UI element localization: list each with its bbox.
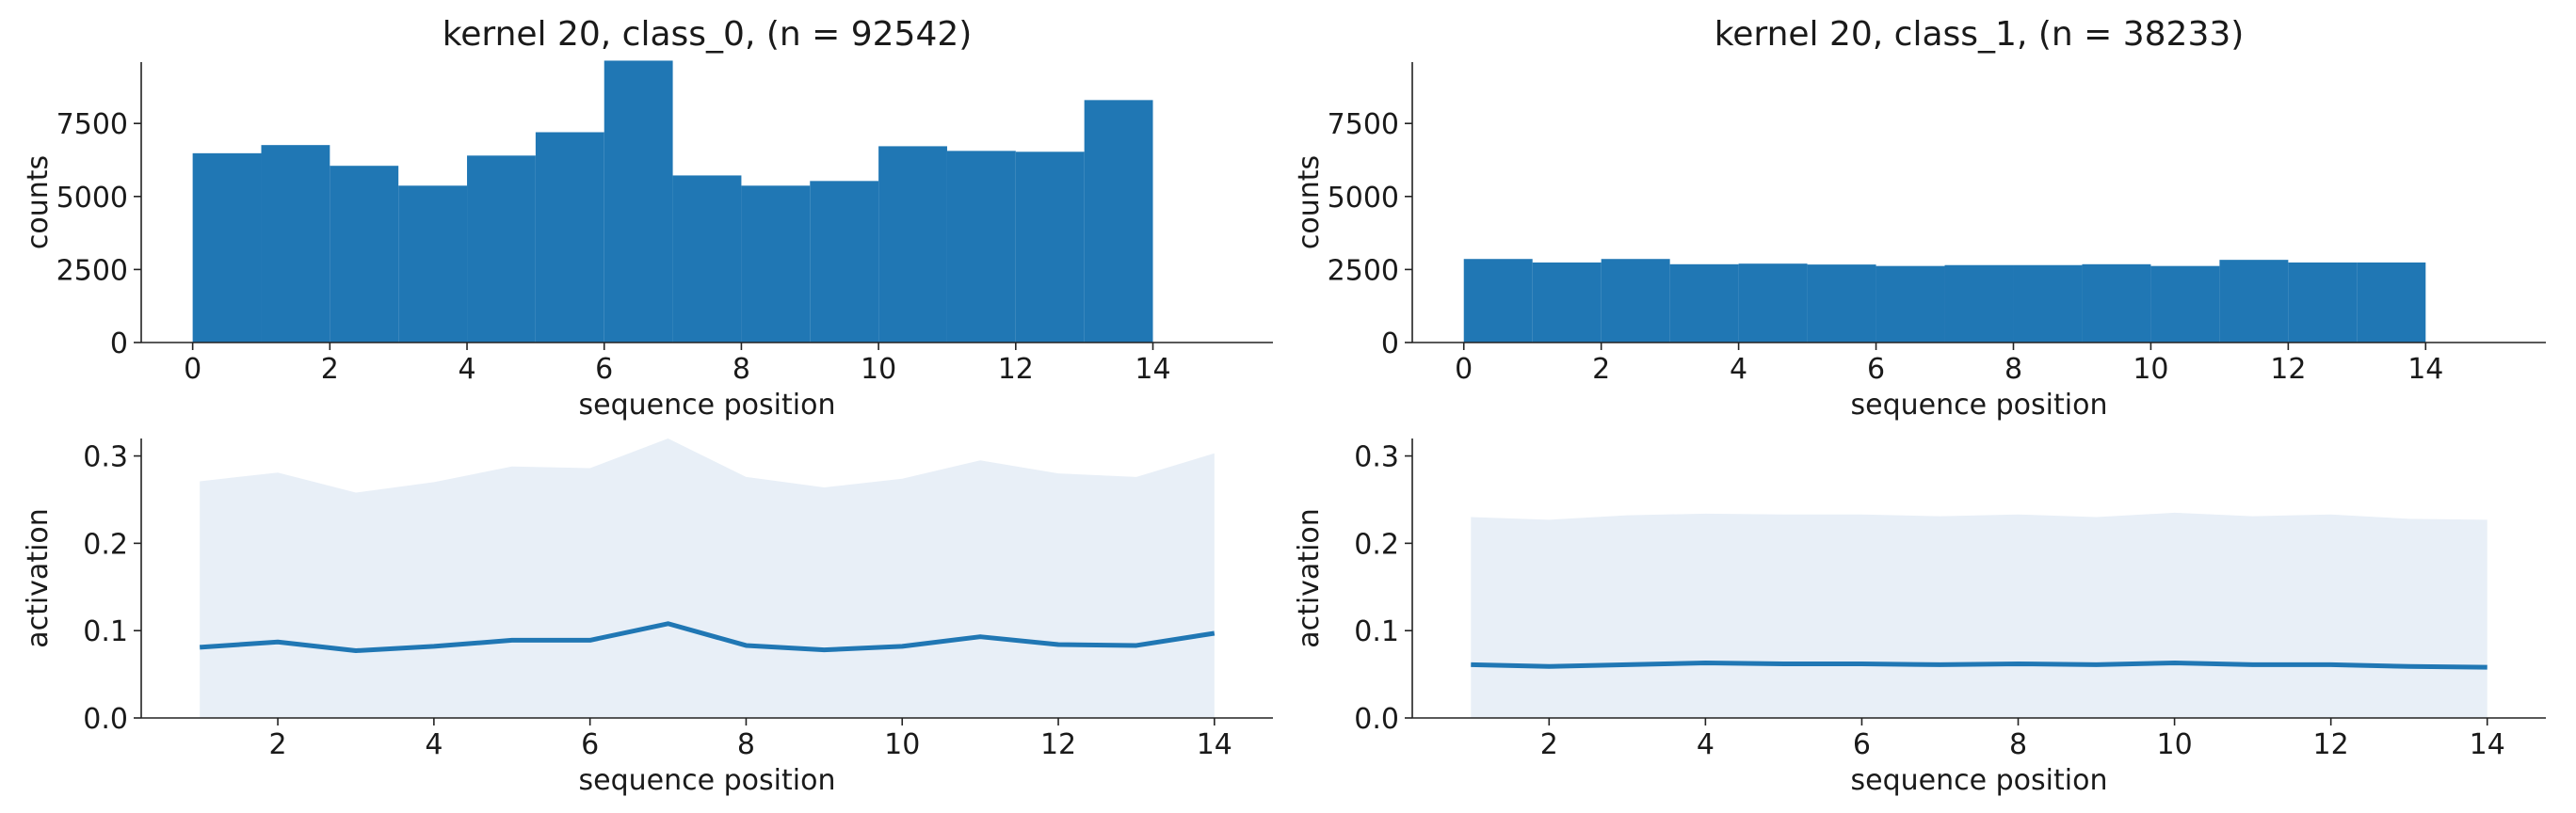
x-tick-label: 12 <box>2313 728 2349 761</box>
y-axis-label: activation <box>1293 508 1326 648</box>
x-axis-label: sequence position <box>579 764 836 797</box>
x-tick-label: 8 <box>2009 728 2027 761</box>
chart-panel-1: 0 2 4 6 8 10 12 14 0 2500 5000 7500 sequence positio… <box>22 15 1273 422</box>
y-tick-label: 0 <box>1381 327 1399 360</box>
histogram-bar <box>2219 260 2289 343</box>
chart-title: kernel 20, class_1, (n = 38233) <box>1715 15 2245 54</box>
x-tick-label: 14 <box>2470 728 2505 761</box>
y-tick-label: 5000 <box>56 182 128 215</box>
histogram-bar <box>2357 262 2426 343</box>
x-tick-label: 4 <box>1730 353 1747 386</box>
y-tick-label: 5000 <box>1328 182 1399 215</box>
y-tick-label: 2500 <box>56 254 128 287</box>
x-tick-label: 4 <box>1697 728 1715 761</box>
y-tick-label: 0.3 <box>83 441 128 474</box>
x-axis-label: sequence position <box>1851 764 2108 797</box>
chart-title: kernel 20, class_0, (n = 92542) <box>443 15 973 54</box>
x-tick-label: 12 <box>998 353 1034 386</box>
histogram-bar <box>1463 259 1533 343</box>
histogram-bar <box>1876 265 1945 343</box>
x-tick-label: 4 <box>425 728 443 761</box>
x-tick-label: 8 <box>737 728 755 761</box>
x-tick-label: 2 <box>269 728 287 761</box>
histogram-bar <box>398 185 468 343</box>
histogram-bar <box>192 152 262 343</box>
histogram-bar <box>1532 262 1602 343</box>
mean-activation-line <box>200 621 1216 654</box>
histogram-bar <box>1807 264 1876 343</box>
histogram-bar <box>672 175 742 343</box>
histogram-bar <box>2150 265 2220 343</box>
x-tick-label: 2 <box>1540 728 1558 761</box>
y-axis-label: counts <box>1293 155 1326 249</box>
chart-panel-4: 2 4 6 8 10 12 14 0.0 0.1 0.2 0.3 sequence position a… <box>1293 438 2546 797</box>
histogram-bar <box>1601 259 1670 343</box>
x-tick-label: 12 <box>1040 728 1076 761</box>
x-tick-label: 0 <box>1455 353 1473 386</box>
x-tick-label: 6 <box>1853 728 1871 761</box>
histogram-bar <box>1669 263 1739 343</box>
x-tick-label: 14 <box>2407 353 2443 386</box>
y-tick-label: 0.1 <box>1354 615 1399 648</box>
x-tick-label: 2 <box>321 353 339 386</box>
x-tick-label: 8 <box>733 353 750 386</box>
histogram-bar <box>330 166 399 343</box>
x-tick-label: 12 <box>2270 353 2306 386</box>
histogram-bar <box>1015 151 1085 343</box>
histogram-bar <box>946 151 1016 343</box>
histogram-bar <box>2082 263 2151 343</box>
histogram-bar <box>810 181 879 343</box>
histogram-bar <box>1738 263 1808 343</box>
x-tick-label: 10 <box>2133 353 2168 386</box>
y-tick-label: 0.0 <box>83 703 128 736</box>
y-tick-label: 0.2 <box>83 528 128 561</box>
x-tick-label: 10 <box>2156 728 2192 761</box>
x-tick-label: 2 <box>1592 353 1610 386</box>
x-tick-label: 14 <box>1135 353 1170 386</box>
y-tick-label: 0.3 <box>1354 441 1399 474</box>
x-tick-label: 10 <box>861 353 896 386</box>
x-tick-label: 10 <box>884 728 920 761</box>
x-tick-label: 4 <box>458 353 475 386</box>
histogram-bar <box>1084 100 1153 343</box>
y-tick-label: 0 <box>110 327 128 360</box>
histogram-bar <box>261 145 330 343</box>
y-tick-label: 0.2 <box>1354 528 1399 561</box>
histogram-bar <box>535 132 604 343</box>
y-tick-label: 2500 <box>1328 254 1399 287</box>
histogram-bar <box>467 155 536 343</box>
mean-activation-line <box>1471 661 2487 670</box>
y-axis-label: counts <box>22 155 55 249</box>
y-tick-label: 0.0 <box>1354 703 1399 736</box>
x-tick-label: 6 <box>581 728 599 761</box>
histogram-bar <box>2288 262 2358 343</box>
activation-range-band <box>200 438 1215 718</box>
x-tick-label: 14 <box>1197 728 1232 761</box>
x-axis-label: sequence position <box>1851 389 2108 422</box>
histogram-bar <box>604 60 673 343</box>
y-tick-label: 7500 <box>56 108 128 141</box>
histogram-bar <box>741 185 811 343</box>
activation-range-band <box>1471 512 2487 718</box>
histogram-bar <box>2013 264 2083 343</box>
chart-panel-2: 0 2 4 6 8 10 12 14 0 2500 5000 7500 sequence positio… <box>1293 15 2546 422</box>
y-tick-label: 7500 <box>1328 108 1399 141</box>
x-tick-label: 8 <box>2004 353 2022 386</box>
chart-panel-3: 2 4 6 8 10 12 14 0.0 0.1 0.2 0.3 sequence position a… <box>22 438 1273 797</box>
x-tick-label: 6 <box>1867 353 1885 386</box>
x-axis-label: sequence position <box>579 389 836 422</box>
histogram-bar <box>1944 264 2014 343</box>
histogram-bar <box>878 146 947 343</box>
y-axis-label: activation <box>22 508 55 648</box>
x-tick-label: 0 <box>184 353 201 386</box>
x-tick-label: 6 <box>595 353 613 386</box>
y-tick-label: 0.1 <box>83 615 128 648</box>
